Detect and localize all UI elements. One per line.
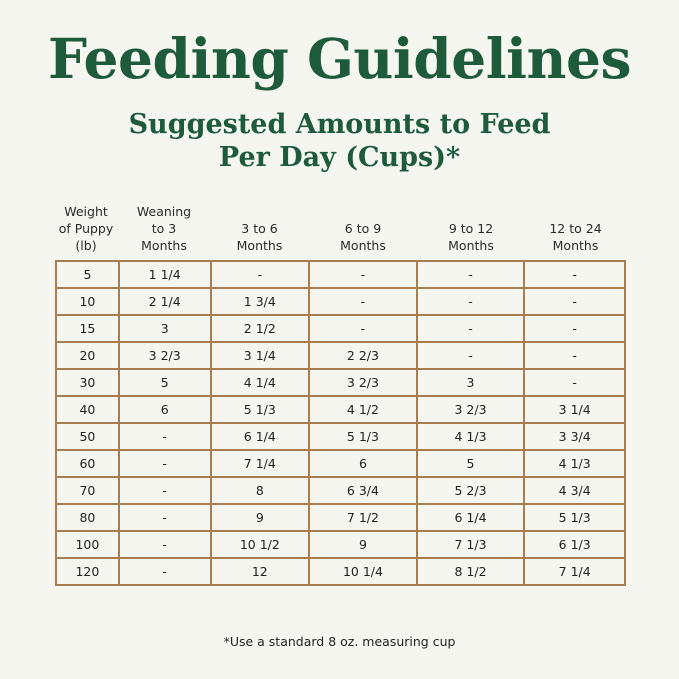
page-title: Feeding Guidelines <box>47 26 632 91</box>
amount-cell: - <box>523 287 626 316</box>
amount-cell: - <box>308 260 418 289</box>
amount-cell: 10 1/2 <box>209 530 311 559</box>
table-row: 60-7 1/4 6 5 4 1/3 <box>55 449 626 478</box>
subtitle-line-1: Suggested Amounts to Feed <box>128 109 551 140</box>
subtitle: Suggested Amounts to Feed Per Day (Cups)… <box>0 108 679 174</box>
amount-cell: 12 <box>209 557 311 586</box>
amount-cell: - <box>523 260 626 289</box>
amount-cell: 3 1/4 <box>209 341 311 370</box>
header-3-6: 3 to 6 Months <box>236 221 283 253</box>
amount-cell: 7 1/4 <box>209 449 311 478</box>
weight-cell: 5 <box>55 260 120 289</box>
amount-cell: 5 1/3 <box>523 503 626 532</box>
amount-cell: 10 1/4 <box>308 557 418 586</box>
amount-cell: 9 <box>209 503 311 532</box>
amount-cell: 1 3/4 <box>209 287 311 316</box>
amount-cell: 2 2/3 <box>308 341 418 370</box>
amount-cell: 6 1/4 <box>415 503 526 532</box>
header-12-24: 12 to 24 Months <box>549 221 602 253</box>
weight-cell: 40 <box>55 395 120 424</box>
amount-cell: 3 <box>415 368 526 397</box>
amount-cell: - <box>117 476 212 505</box>
amount-cell: - <box>523 368 626 397</box>
amount-cell: - <box>117 422 212 451</box>
amount-cell: - <box>415 287 526 316</box>
footnote: *Use a standard 8 oz. measuring cup <box>223 634 456 649</box>
amount-cell: 3 1/4 <box>523 395 626 424</box>
table-row: 80-9 7 1/2 6 1/4 5 1/3 <box>55 503 626 532</box>
amount-cell: - <box>415 260 526 289</box>
amount-cell: 6 <box>117 395 212 424</box>
amount-cell: - <box>117 557 212 586</box>
table-row: 100-10 1/2 9 7 1/3 6 1/3 <box>55 530 626 559</box>
table-row: 10 2 1/4 1 3/4- - - <box>55 287 626 316</box>
amount-cell: 6 1/3 <box>523 530 626 559</box>
weight-cell: 100 <box>55 530 120 559</box>
amount-cell: - <box>117 530 212 559</box>
table-row: 20 3 2/3 3 1/4 2 2/3- - <box>55 341 626 370</box>
amount-cell: 7 1/4 <box>523 557 626 586</box>
table-row: 50-6 1/4 5 1/3 4 1/3 3 3/4 <box>55 422 626 451</box>
amount-cell: 3 <box>117 314 212 343</box>
amount-cell: 3 2/3 <box>415 395 526 424</box>
amount-cell: 5 2/3 <box>415 476 526 505</box>
weight-cell: 60 <box>55 449 120 478</box>
amount-cell: 4 1/2 <box>308 395 418 424</box>
weight-cell: 30 <box>55 368 120 397</box>
amount-cell: 5 1/3 <box>308 422 418 451</box>
table-row: 120-12 10 1/4 8 1/2 7 1/4 <box>55 557 626 586</box>
weight-cell: 15 <box>55 314 120 343</box>
amount-cell: 5 1/3 <box>209 395 311 424</box>
amount-cell: 4 1/4 <box>209 368 311 397</box>
amount-cell: 9 <box>308 530 418 559</box>
amount-cell: 3 3/4 <box>523 422 626 451</box>
amount-cell: 3 2/3 <box>117 341 212 370</box>
amount-cell: 4 1/3 <box>523 449 626 478</box>
amount-cell: - <box>415 314 526 343</box>
amount-cell: - <box>308 287 418 316</box>
table-row: 30 5 4 1/4 3 2/3 3- <box>55 368 626 397</box>
amount-cell: 7 1/3 <box>415 530 526 559</box>
amount-cell: - <box>308 314 418 343</box>
amount-cell: 7 1/2 <box>308 503 418 532</box>
amount-cell: 6 1/4 <box>209 422 311 451</box>
amount-cell: 2 1/2 <box>209 314 311 343</box>
table-row: 15 3 2 1/2- - - <box>55 314 626 343</box>
header-6-9: 6 to 9 Months <box>340 221 386 253</box>
amount-cell: - <box>117 449 212 478</box>
subtitle-line-2: Per Day (Cups)* <box>218 142 461 173</box>
amount-cell: 5 <box>415 449 526 478</box>
amount-cell: 6 3/4 <box>308 476 418 505</box>
amount-cell: - <box>209 260 311 289</box>
amount-cell: 1 1/4 <box>117 260 212 289</box>
weight-cell: 10 <box>55 287 120 316</box>
weight-cell: 20 <box>55 341 120 370</box>
header-weaning: Weaning to 3 Months <box>136 204 192 253</box>
weight-cell: 50 <box>55 422 120 451</box>
amount-cell: - <box>415 341 526 370</box>
amount-cell: 2 1/4 <box>117 287 212 316</box>
amount-cell: 4 3/4 <box>523 476 626 505</box>
weight-cell: 80 <box>55 503 120 532</box>
amount-cell: 4 1/3 <box>415 422 526 451</box>
amount-cell: 8 <box>209 476 311 505</box>
table-row: 40 6 5 1/3 4 1/2 3 2/3 3 1/4 <box>55 395 626 424</box>
weight-cell: 120 <box>55 557 120 586</box>
amount-cell: - <box>523 341 626 370</box>
amount-cell: 8 1/2 <box>415 557 526 586</box>
header-9-12: 9 to 12 Months <box>448 221 494 253</box>
amount-cell: - <box>117 503 212 532</box>
amount-cell: 5 <box>117 368 212 397</box>
weight-cell: 70 <box>55 476 120 505</box>
table-row: 70-8 6 3/4 5 2/3 4 3/4 <box>55 476 626 505</box>
amount-cell: 3 2/3 <box>308 368 418 397</box>
header-weight: Weight of Puppy (lb) <box>58 204 114 253</box>
amount-cell: 6 <box>308 449 418 478</box>
amount-cell: - <box>523 314 626 343</box>
